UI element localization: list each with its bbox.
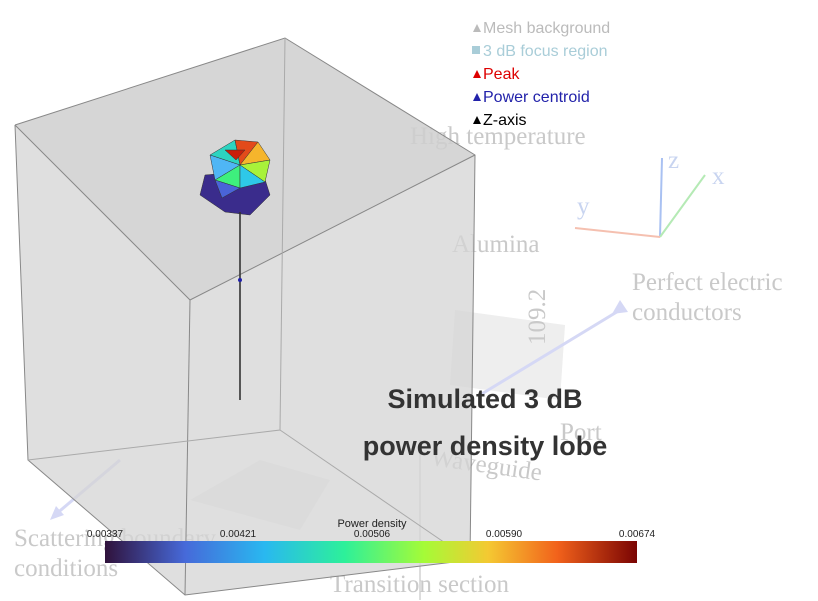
axes-triad: z x y — [574, 147, 725, 238]
annotation: Simulated 3 dB power density lobe — [363, 384, 608, 461]
colorbar-tick-label: 0.00337 — [87, 529, 124, 540]
cube-fill — [15, 38, 475, 595]
label: Port — [560, 419, 602, 446]
colorbar-gradient — [105, 541, 637, 563]
colorbar-tick-label: 0.00506 — [354, 529, 391, 540]
annotation-line: power density lobe — [363, 431, 608, 461]
annotation-line: Simulated 3 dB — [387, 384, 582, 414]
legend-label: Power centroid — [483, 89, 590, 106]
axis-x — [659, 174, 706, 238]
axis-y — [574, 227, 661, 238]
colorbar-tick-label: 0.00421 — [220, 529, 257, 540]
axis-label: x — [712, 163, 725, 190]
axis-label: y — [577, 193, 590, 220]
mesh-cube — [14, 37, 476, 596]
cube-edge — [279, 429, 471, 561]
label: 109.2 — [524, 289, 551, 345]
colorbar-tick-label: 0.00590 — [486, 529, 523, 540]
colorbar-title: Power density — [337, 518, 407, 530]
legend-label: Z-axis — [483, 112, 527, 129]
legend-label: Mesh background — [483, 20, 610, 37]
colorbar: Power density 0.00337 0.00421 0.00506 0.… — [87, 518, 656, 563]
lobe — [199, 139, 271, 216]
axis-label: z — [668, 147, 679, 174]
arrow — [479, 308, 621, 397]
waveguide-block — [450, 310, 565, 400]
legend-label: Peak — [483, 66, 520, 83]
axis-z — [659, 157, 663, 238]
label: conditions — [14, 555, 118, 582]
label: Perfect electric — [632, 269, 783, 296]
label: conductors — [632, 299, 742, 326]
arrow-head — [612, 300, 628, 314]
power-centroid — [238, 278, 242, 282]
legend: Mesh background 3 dB focus region Peak P… — [472, 20, 610, 129]
legend-label: 3 dB focus region — [483, 43, 608, 60]
colorbar-tick-label: 0.00674 — [619, 529, 656, 540]
arrow-head — [50, 506, 64, 520]
label: Transition section — [330, 571, 509, 598]
